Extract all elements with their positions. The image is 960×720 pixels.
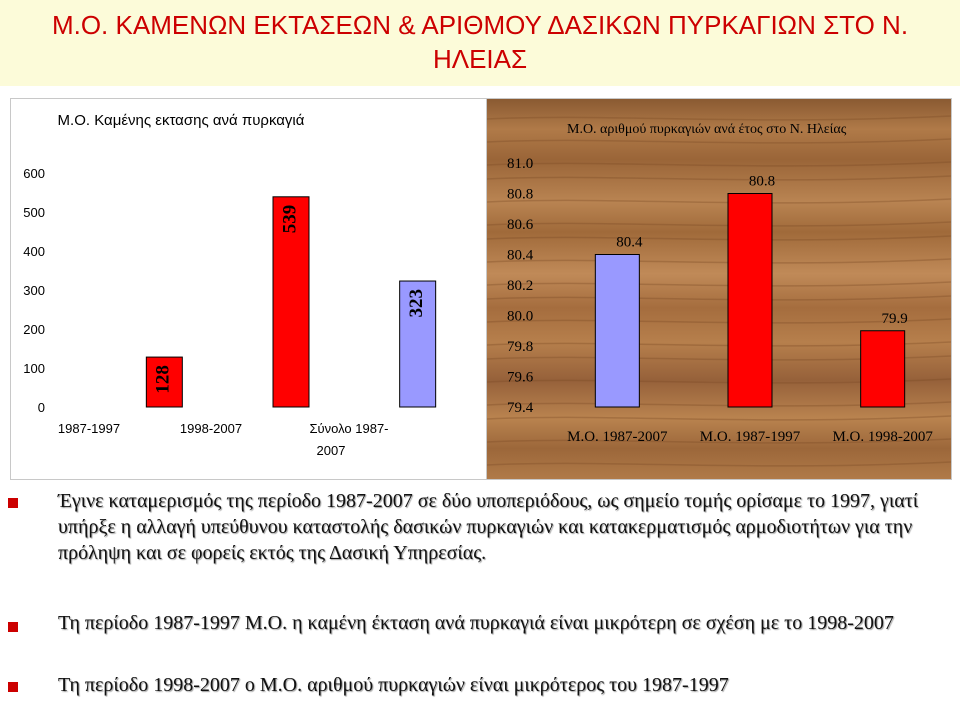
y-tick-label: 81.0 xyxy=(507,156,533,172)
bullet-text-1: Έγινε καταμερισμός της περίοδο 1987-2007… xyxy=(58,490,919,564)
data-label: 79.9 xyxy=(882,311,908,327)
wood-background xyxy=(487,99,951,479)
y-tick-label: 80.0 xyxy=(507,309,533,325)
wood-grain xyxy=(487,438,951,444)
y-tick-label: 400 xyxy=(23,244,45,259)
x-category-label: Μ.Ο. 1987-2007 xyxy=(567,429,668,445)
y-tick-label: 80.6 xyxy=(507,217,534,233)
y-tick-label: 79.4 xyxy=(507,400,534,416)
wood-grain xyxy=(487,115,951,121)
wood-grain xyxy=(487,161,951,167)
chart-title: Μ.Ο. Καμένης εκτασης ανά πυρκαγιά xyxy=(58,112,305,129)
wood-grain xyxy=(487,235,951,241)
y-tick-label: 79.6 xyxy=(507,370,534,386)
y-tick-label: 600 xyxy=(23,166,45,181)
fire-count-chart: Μ.Ο. αριθμού πυρκαγιών ανά έτος στο Ν. Η… xyxy=(487,99,951,479)
bar xyxy=(399,280,437,408)
data-label: 539 xyxy=(279,205,300,234)
chart-title: Μ.Ο. αριθμού πυρκαγιών ανά έτος στο Ν. Η… xyxy=(567,122,847,137)
fire-count-chart-panel: Μ.Ο. αριθμού πυρκαγιών ανά έτος στο Ν. Η… xyxy=(486,98,952,480)
y-tick-label: 500 xyxy=(23,205,45,220)
wood-grain xyxy=(487,175,951,181)
x-category-label: Μ.Ο. 1987-1997 xyxy=(700,429,801,445)
bullet-marker xyxy=(8,622,18,632)
x-category-label: Σύνολο 1987-2007 xyxy=(309,421,388,458)
wood-grain xyxy=(487,221,951,227)
bullet-marker xyxy=(8,682,18,692)
wood-grain xyxy=(487,138,951,144)
bar xyxy=(272,196,310,408)
bullet-text-3: Τη περίοδο 1998-2007 ο Μ.Ο. αριθμού πυρκ… xyxy=(58,674,729,696)
bar xyxy=(594,254,640,408)
burned-area-chart: Μ.Ο. Καμένης εκτασης ανά πυρκαγιά 0 100 200… xyxy=(23,112,437,458)
y-tick-label: 80.4 xyxy=(507,248,534,264)
wood-grain xyxy=(487,258,951,264)
slide-title: Μ.Ο. ΚΑΜΕΝΩΝ ΕΚΤΑΣΕΩΝ & ΑΡΙΘΜΟΥ ΔΑΣΙΚΩΝ … xyxy=(51,10,909,74)
wood-grain xyxy=(487,415,951,421)
wood-grain xyxy=(487,461,951,467)
y-tick-label: 200 xyxy=(23,322,45,337)
bullet-marker xyxy=(8,498,18,508)
title-band: Μ.Ο. ΚΑΜΕΝΩΝ ΕΚΤΑΣΕΩΝ & ΑΡΙΘΜΟΥ ΔΑΣΙΚΩΝ … xyxy=(0,0,960,86)
y-tick-label: 79.8 xyxy=(507,339,533,355)
data-label: 80.8 xyxy=(749,174,775,190)
wood-grain xyxy=(487,295,951,301)
x-category-label: Μ.Ο. 1998-2007 xyxy=(832,429,933,445)
bar xyxy=(860,330,906,408)
y-tick-label: 100 xyxy=(23,361,45,376)
y-tick-label: 80.8 xyxy=(507,187,533,203)
data-label: 323 xyxy=(406,289,427,318)
x-category-label: 1998-2007 xyxy=(180,421,242,436)
burned-area-chart-panel: Μ.Ο. Καμένης εκτασης ανά πυρκαγιά 0 100 200… xyxy=(10,98,488,480)
y-tick-label: 0 xyxy=(38,400,45,415)
y-tick-label: 300 xyxy=(23,283,45,298)
bar xyxy=(727,193,773,408)
wood-grain xyxy=(487,198,951,204)
x-category-label: 1987-1997 xyxy=(58,421,120,436)
data-label: 128 xyxy=(153,365,174,394)
bullet-text-2: Τη περίοδο 1987-1997 Μ.Ο. η καμένη έκτασ… xyxy=(58,612,894,634)
wood-grain xyxy=(487,318,951,324)
y-tick-label: 80.2 xyxy=(507,278,533,294)
data-label: 80.4 xyxy=(616,235,643,251)
bar xyxy=(145,356,183,408)
wood-grain xyxy=(487,281,951,287)
